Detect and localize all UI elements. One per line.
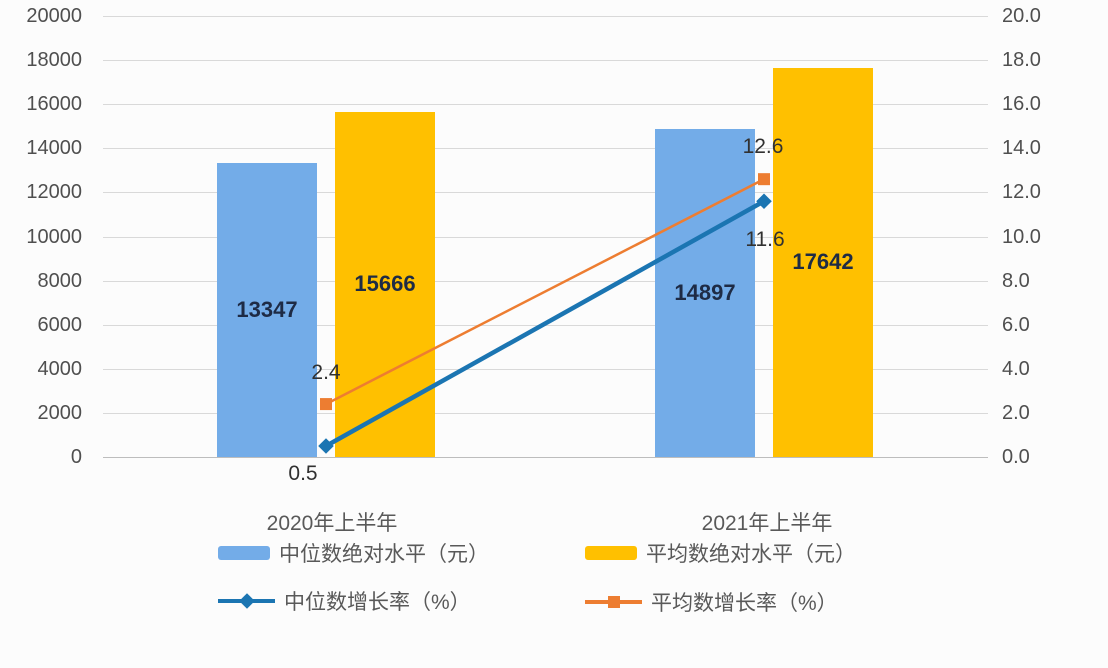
legend-item-median-line: 中位数增长率（%）: [218, 586, 471, 616]
category-label-2020: 2020年上半年: [266, 512, 398, 535]
y-axis-left-tick-label: 12000: [26, 181, 82, 204]
y-axis-right-tick-label: 10.0: [1002, 225, 1041, 248]
bar-value-label: 15666: [354, 271, 416, 297]
y-axis-left-tick-label: 6000: [37, 313, 83, 336]
legend-swatch-mean-bar-icon: [585, 546, 637, 560]
bar-mean-2021年上半年: [773, 67, 873, 457]
y-axis-right-tick-label: 2.0: [1002, 401, 1030, 424]
y-axis-right-tick-label: 14.0: [1002, 137, 1041, 160]
legend-label-mean-bar: 平均数绝对水平（元）: [646, 543, 856, 566]
legend-item-median-bar: 中位数绝对水平（元）: [218, 538, 489, 568]
legend-line-square-icon: [585, 595, 642, 609]
y-axis-left-tick-label: 4000: [37, 357, 83, 380]
y-axis-right-tick-label: 12.0: [1002, 181, 1041, 204]
legend-label-median-bar: 中位数绝对水平（元）: [279, 543, 489, 566]
y-axis-right-tick-label: 4.0: [1002, 357, 1030, 380]
y-axis-left-tick-label: 10000: [26, 225, 82, 248]
point-value-label: 0.5: [288, 461, 318, 485]
bar-value-label: 14897: [674, 279, 736, 305]
category-label-2021: 2021年上半年: [701, 512, 833, 535]
y-axis-right-tick-label: 8.0: [1002, 269, 1030, 292]
bar-median-2020年上半年: [217, 162, 317, 457]
y-axis-left-tick-label: 14000: [26, 137, 82, 160]
y-axis-left-tick-label: 16000: [26, 93, 82, 116]
bar-value-label: 17642: [792, 249, 854, 275]
point-value-label: 2.4: [311, 361, 341, 385]
y-axis-right-tick-label: 6.0: [1002, 313, 1030, 336]
gridline: [103, 60, 988, 62]
diamond-marker-icon: [756, 193, 772, 209]
gridline: [103, 104, 988, 106]
point-value-label: 12.6: [742, 135, 784, 159]
legend-item-mean-line: 平均数增长率（%）: [585, 587, 838, 617]
gridline: [103, 16, 988, 17]
y-axis-left-tick-label: 8000: [37, 269, 83, 292]
legend-label-mean-line: 平均数增长率（%）: [651, 592, 838, 615]
y-axis-left-tick-label: 0: [70, 446, 82, 468]
bar-value-label: 13347: [236, 296, 298, 322]
square-marker-icon: [320, 398, 332, 411]
y-axis-right-tick-label: 18.0: [1002, 49, 1041, 72]
y-axis-right-tick-label: 16.0: [1002, 93, 1041, 116]
legend-item-mean-bar: 平均数绝对水平（元）: [585, 538, 856, 568]
y-axis-left-tick-label: 20000: [26, 5, 82, 27]
y-axis-left-tick-label: 2000: [37, 401, 83, 424]
gridline: [103, 148, 988, 150]
diamond-marker-icon: [318, 438, 334, 454]
gridline: [103, 457, 988, 458]
y-axis-right-tick-label: 0.0: [1002, 446, 1030, 468]
square-marker-icon: [758, 173, 770, 186]
y-axis-right-tick-label: 20.0: [1002, 5, 1041, 27]
point-value-label: 11.6: [745, 228, 785, 252]
legend-swatch-median-bar-icon: [218, 546, 270, 560]
legend-label-median-line: 中位数增长率（%）: [284, 591, 471, 614]
legend-line-diamond-icon: [218, 593, 275, 609]
y-axis-left-tick-label: 18000: [26, 49, 82, 72]
